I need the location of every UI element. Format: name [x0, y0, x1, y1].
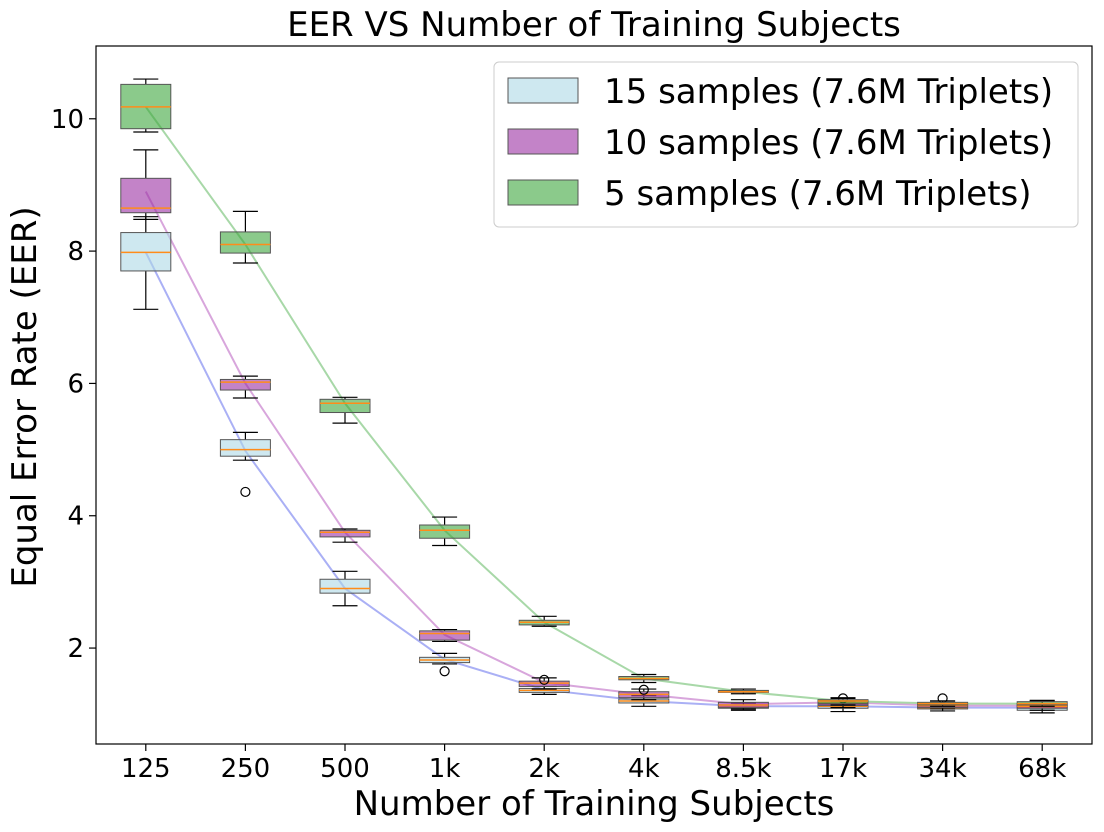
box-plot: [717, 688, 769, 695]
x-tick-label: 4k: [628, 754, 660, 784]
box-rect: [419, 524, 471, 539]
box-rect: [120, 177, 172, 214]
legend-label: 10 samples (7.6M Triplets): [604, 123, 1053, 163]
box-plot: [419, 652, 471, 677]
x-tick-label: 125: [121, 754, 171, 784]
y-tick-label: 8: [67, 237, 84, 267]
x-tick-label: 68k: [1018, 754, 1066, 784]
plot-area: 2 4 6 8 10 125 250 500 1k 2k 4k 8.5k 17k 34k 68k: [51, 45, 1093, 784]
box-plot: [219, 375, 271, 399]
box-plot: [618, 684, 670, 701]
box-rect: [219, 378, 271, 391]
x-tick-label: 17k: [819, 754, 867, 784]
box-rect: [319, 398, 371, 414]
box-plot: [120, 149, 172, 220]
outlier-point: [638, 684, 649, 695]
box-plot: [319, 528, 371, 543]
box-plot: [219, 431, 271, 498]
box-rect: [319, 578, 371, 594]
y-tick-label: 4: [67, 502, 84, 532]
box-plot: [717, 699, 769, 710]
outlier-point: [539, 674, 550, 685]
box-plot: [319, 570, 371, 607]
box-plot: [618, 673, 670, 684]
box-plot: [917, 700, 969, 707]
box-plot: [419, 628, 471, 643]
trend-line: [144, 251, 1043, 709]
box-rect: [319, 529, 371, 538]
box-rect: [419, 630, 471, 641]
x-axis-label: Number of Training Subjects: [354, 784, 835, 824]
box-plot: [817, 697, 869, 706]
outlier-point: [240, 486, 251, 498]
legend-swatch: [507, 179, 579, 206]
y-tick-label: 2: [67, 634, 84, 664]
plot-frame: [95, 45, 1093, 745]
box-rect: [219, 439, 271, 457]
legend-label: 15 samples (7.6M Triplets): [604, 72, 1053, 112]
legend: 15 samples (7.6M Triplets) 10 samples (7.…: [493, 61, 1079, 228]
x-tick-label: 2k: [528, 754, 560, 784]
legend-label: 5 samples (7.6M Triplets): [604, 174, 1032, 214]
box-plot: [518, 674, 570, 690]
x-tick-label: 8.5k: [715, 754, 771, 784]
box-plot: [120, 78, 172, 133]
trend-line: [144, 106, 1043, 705]
box-plot: [219, 210, 271, 264]
box-plot: [120, 216, 172, 310]
chart-title: EER VS Number of Training Subjects: [287, 5, 901, 45]
outlier-point: [439, 666, 450, 677]
x-tick-label: 250: [221, 754, 271, 784]
box-plot: [319, 396, 371, 424]
box-plot: [518, 615, 570, 627]
x-tick-label: 34k: [919, 754, 967, 784]
box-plot: [1016, 699, 1068, 707]
legend-box: [493, 61, 1079, 228]
trend-line: [144, 191, 1043, 707]
box-rect: [219, 231, 271, 254]
box-plot: [419, 516, 471, 547]
y-tick-label: 6: [67, 369, 84, 399]
x-tick-label: 1k: [429, 754, 461, 784]
legend-swatch: [507, 128, 579, 155]
y-tick-label: 10: [51, 105, 84, 135]
y-axis-label: Equal Error Rate (EER): [5, 206, 45, 587]
legend-swatch: [507, 77, 579, 104]
x-tick-label: 500: [320, 754, 370, 784]
